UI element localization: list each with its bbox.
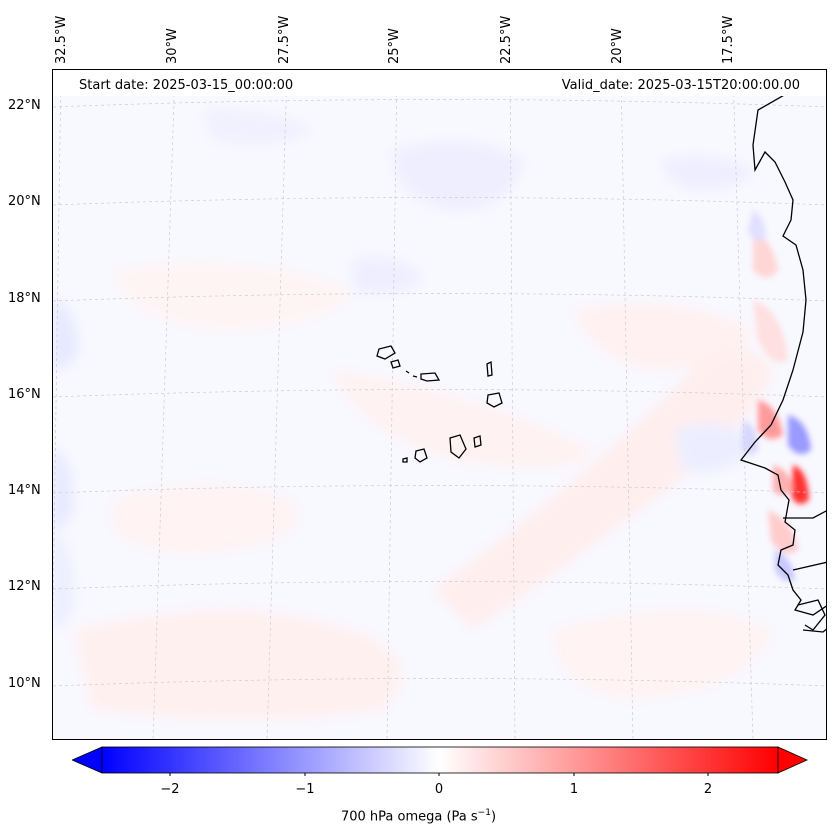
omega-field-map bbox=[53, 70, 826, 739]
colorbar-label: 700 hPa omega (Pa s−1) bbox=[340, 808, 497, 825]
colorbar-max-arrow bbox=[777, 746, 808, 774]
colorbar-tick-1: 1 bbox=[569, 782, 579, 797]
map-panel bbox=[52, 69, 827, 740]
lon-label-22.5w: 22.5°W bbox=[499, 15, 514, 64]
colorbar-tick-2: 2 bbox=[703, 782, 713, 797]
colorbar-min-arrow bbox=[72, 746, 103, 774]
colorbar-tick-0: 0 bbox=[434, 782, 444, 797]
colorbar bbox=[72, 746, 808, 776]
lat-label-22n: 22°N bbox=[8, 98, 41, 113]
lat-label-10n: 10°N bbox=[8, 676, 41, 691]
lat-label-12n: 12°N bbox=[8, 579, 41, 594]
lat-label-16n: 16°N bbox=[8, 387, 41, 402]
lon-label-25w: 25°W bbox=[387, 28, 402, 64]
omega-field bbox=[53, 110, 773, 720]
lon-label-17.5w: 17.5°W bbox=[721, 15, 736, 64]
start-date-label: Start date: 2025-03-15_00:00:00 bbox=[79, 78, 294, 93]
lon-label-20w: 20°W bbox=[610, 28, 625, 64]
colorbar-gradient bbox=[101, 746, 779, 774]
map-header-band bbox=[53, 70, 826, 96]
colorbar-tick-m1: −1 bbox=[295, 782, 315, 797]
colorbar-tick-m2: −2 bbox=[160, 782, 180, 797]
lat-label-14n: 14°N bbox=[8, 483, 41, 498]
lon-label-30w: 30°W bbox=[165, 28, 180, 64]
lat-label-20n: 20°N bbox=[8, 194, 41, 209]
lat-label-18n: 18°N bbox=[8, 291, 41, 306]
lon-label-27.5w: 27.5°W bbox=[277, 15, 292, 64]
coastline bbox=[739, 70, 826, 633]
coastal-signal bbox=[741, 210, 811, 582]
cape-verde-islands bbox=[376, 345, 503, 463]
lon-label-32.5w: 32.5°W bbox=[54, 15, 69, 64]
valid-date-label: Valid_date: 2025-03-15T20:00:00.00 bbox=[561, 78, 800, 93]
graticule bbox=[53, 70, 826, 739]
